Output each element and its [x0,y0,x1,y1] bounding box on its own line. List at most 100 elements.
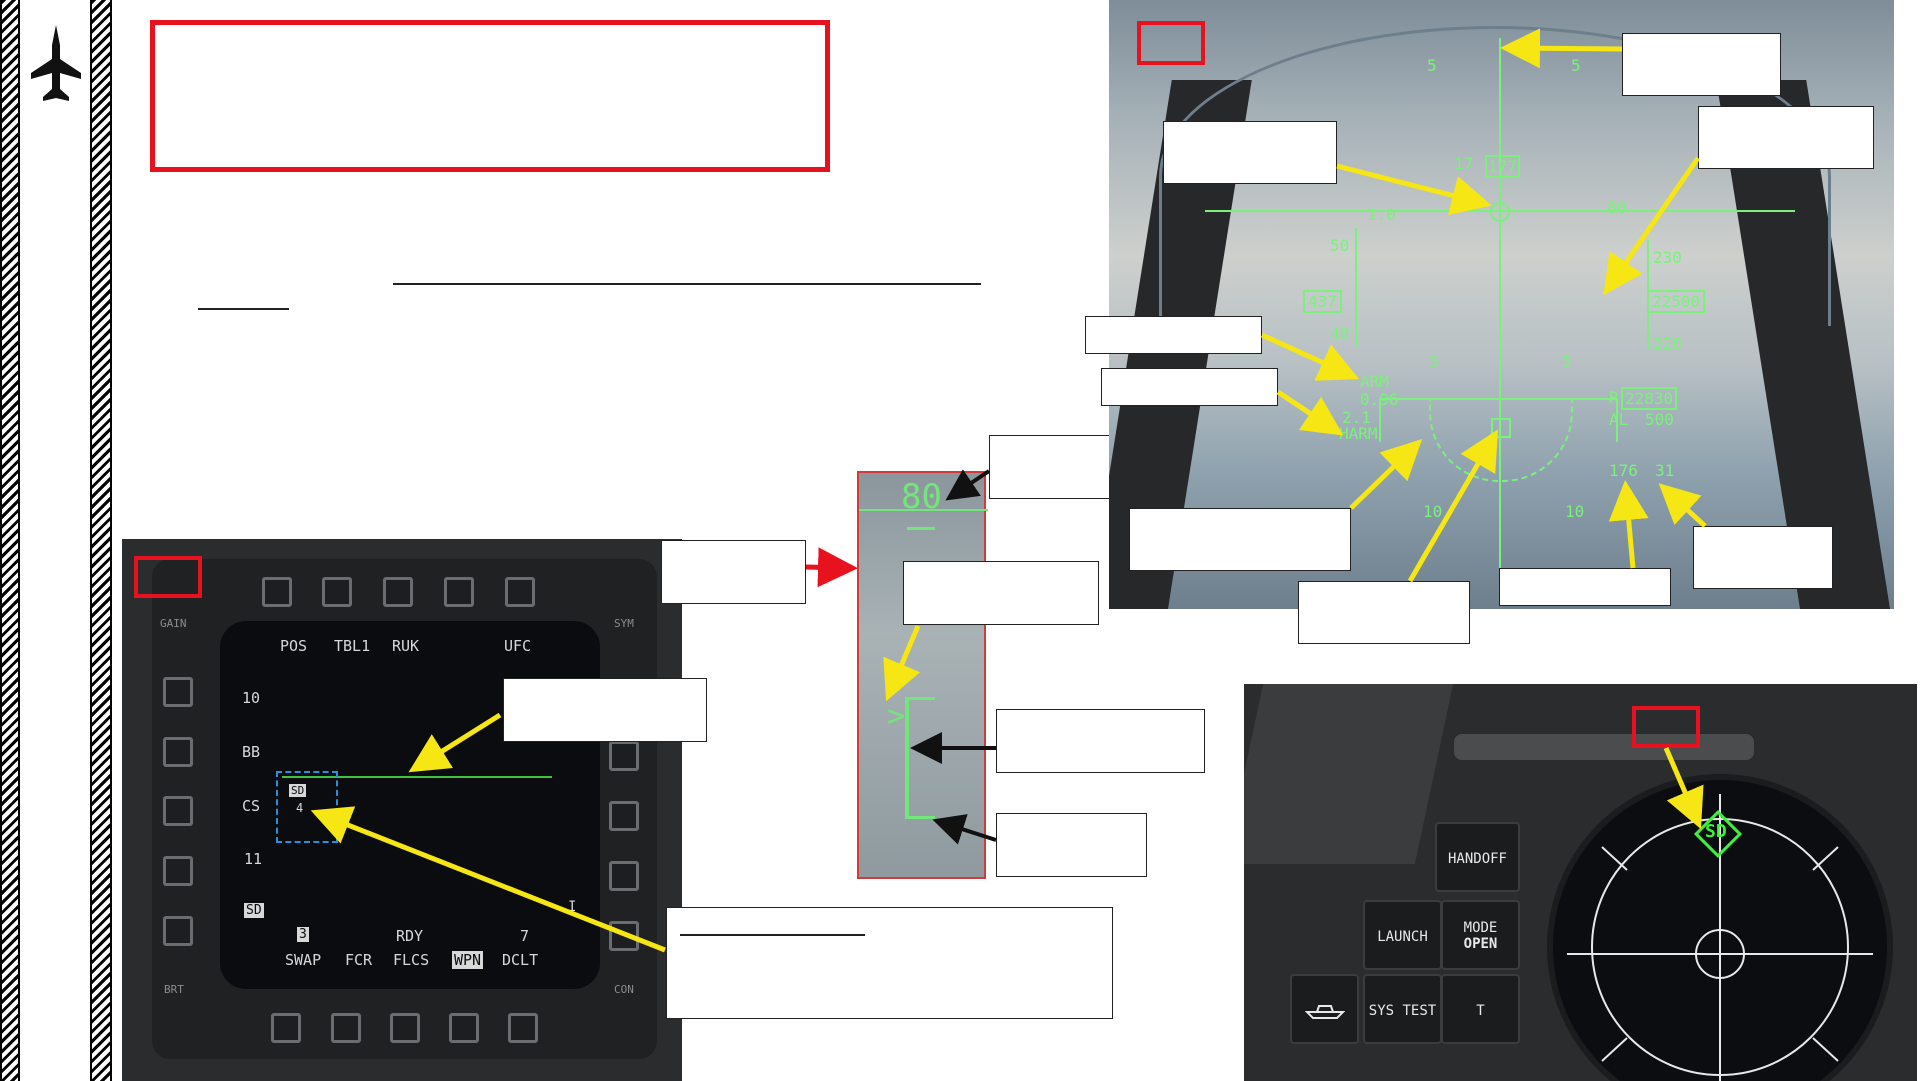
hud-heading-1: 17 [1454,154,1474,173]
text-underline-2 [198,308,289,310]
hud-speed-50: 50 [1330,236,1350,255]
hud-bottom-num-1: 176 [1609,461,1638,480]
mfd-cursor: I [568,899,577,915]
hud-weapon-g: 2.1 [1342,408,1371,427]
osb-left-3[interactable] [163,796,193,826]
mfd-marker-box [134,556,202,598]
callout-mfd-symbol [666,907,1113,1019]
osb-bottom-1[interactable] [271,1013,301,1043]
callout-mfd-horizon [503,678,707,742]
rwr-scope-lines [1567,794,1873,1081]
mfd-label-fcr: FCR [345,951,373,969]
hud-alt-220: 220 [1653,334,1682,353]
hud-alt-scale-line [1647,240,1649,350]
hud-pitch-lower-right: 5 [1562,352,1572,371]
text-underline-1 [393,283,981,285]
hud-range-prefix: R [1609,388,1619,407]
hud-speed-40: 40 [1330,324,1350,343]
hud-vertical-line [1499,38,1501,598]
osb-right-3[interactable] [609,861,639,891]
osb-top-2[interactable] [322,577,352,607]
callout-zoom-bracket [996,709,1205,773]
callout-zoom-caret [903,561,1099,625]
mfd-symbol-sd: SD [289,784,307,797]
hud-pitch-bottom-right: 10 [1565,502,1585,521]
hud-weapon-harm: HARM [1339,424,1378,443]
osb-right-1[interactable] [609,741,639,771]
mfd-label-tbl1: TBL1 [334,637,371,655]
mfd-label-ufc: UFC [504,637,532,655]
rwr-marker-box [1632,706,1700,748]
rwr-panel: HANDOFF LAUNCH MODE OPEN SYS TEST T SD [1244,684,1917,1081]
callout-hud-harm [1101,368,1278,406]
mfd-label-dclt: DCLT [502,951,539,969]
osb-top-1[interactable] [262,577,292,607]
osb-bottom-3[interactable] [390,1013,420,1043]
hud-zoom-strip: 80 > [857,471,988,879]
mfd-label-sd: SD [244,903,264,918]
mfd-panel: GAIN SYM BRT CON POS TBL1 RUK UFC 10 BB … [122,539,682,1081]
callout-hud-fov [1129,508,1351,571]
osb-top-5[interactable] [505,577,535,607]
jet-icon [31,25,81,101]
osb-top-3[interactable] [383,577,413,607]
mfd-label-flcs: FLCS [393,951,430,969]
mfd-horizon-line [282,776,552,778]
hud-pitch-lower-left: 5 [1429,352,1439,371]
callout-hud-target [1298,581,1470,644]
callout-hud-fpm [1163,121,1337,184]
left-hatch-bar [0,0,20,1081]
hud-horizon-left-label: 1.0 [1367,205,1396,224]
rwr-mode-open-button[interactable]: MODE OPEN [1441,900,1520,970]
brt-rocker[interactable]: BRT [164,983,184,996]
callout-hud-176 [1499,568,1671,606]
hud-view: 5 5 1.0 80 17 177 50 437 40 230 22500 22… [1109,0,1894,609]
osb-left-2[interactable] [163,737,193,767]
sym-rocker[interactable]: SYM [614,617,634,630]
osb-bottom-5[interactable] [508,1013,538,1043]
mfd-label-rdy: RDY [396,927,424,945]
rwr-ship-button[interactable] [1290,974,1359,1044]
rwr-t-button[interactable]: T [1441,974,1520,1044]
osb-bottom-4[interactable] [449,1013,479,1043]
hud-range-box: 22830 [1621,387,1678,410]
gain-rocker[interactable]: GAIN [160,617,187,630]
con-rocker[interactable]: CON [614,983,634,996]
mfd-label-7: 7 [520,927,530,945]
callout-mfd-top [661,540,806,604]
osb-top-4[interactable] [444,577,474,607]
rwr-handoff-button[interactable]: HANDOFF [1435,822,1520,892]
mfd-label-swap: SWAP [285,951,322,969]
mfd-label-pos: POS [280,637,308,655]
hud-heading-2: 177 [1485,155,1520,178]
hud-weapon-arm: ARM [1360,372,1389,391]
rwr-mount-bar [1454,734,1754,760]
mfd-symbol-number: 4 [296,801,304,815]
mfd-label-cs: CS [242,797,261,815]
rwr-threat-symbol: SD [1705,821,1727,842]
hud-marker-box [1137,21,1205,65]
callout-zoom-value [989,435,1119,499]
hud-al-value: 500 [1645,410,1674,429]
osb-left-5[interactable] [163,916,193,946]
zoom-value-underline [907,527,935,530]
mfd-label-10: 10 [242,689,261,707]
hud-pitch-upper-left: 5 [1427,56,1437,75]
hud-pitch-bottom-left: 10 [1423,502,1443,521]
osb-left-1[interactable] [163,677,193,707]
osb-bottom-2[interactable] [331,1013,361,1043]
osb-left-4[interactable] [163,856,193,886]
zoom-caret-icon: > [887,699,906,734]
rwr-open-label: OPEN [1463,936,1498,952]
hud-alt-230: 230 [1653,248,1682,267]
rwr-mode-label: MODE [1463,920,1498,936]
hud-mach-right: 80 [1607,198,1627,217]
osb-right-2[interactable] [609,801,639,831]
hud-speed-box: 437 [1303,290,1342,313]
mfd-label-bb: BB [242,743,261,761]
callout-zoom-bracket-bottom [996,813,1147,877]
callout-hud-alt [1698,106,1874,169]
hud-pitch-upper-right: 5 [1571,56,1581,75]
hud-speed-scale-line [1355,228,1357,348]
